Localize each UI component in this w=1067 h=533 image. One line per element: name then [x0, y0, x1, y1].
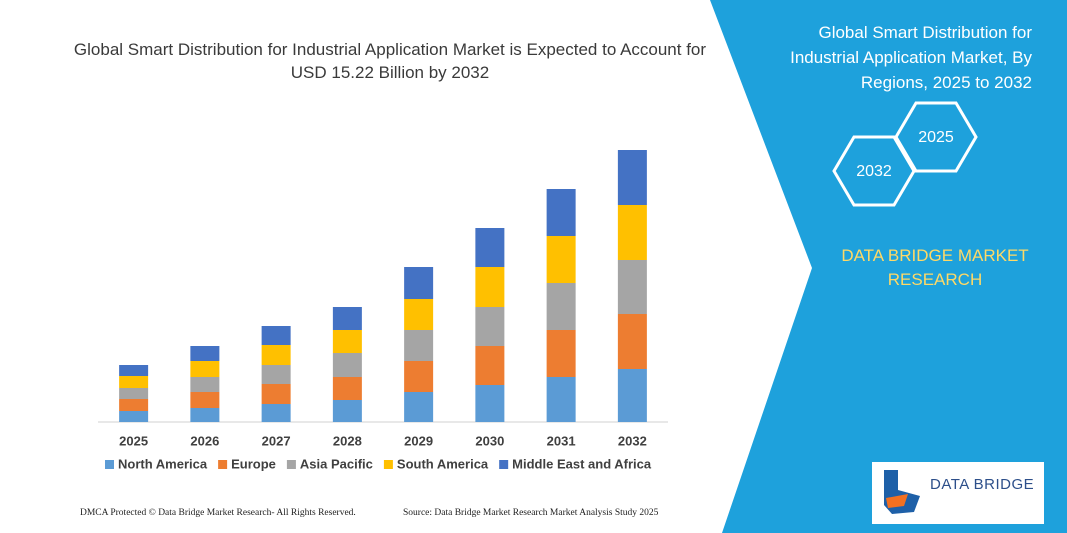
logo-mark-accent — [886, 494, 908, 508]
x-tick-label: 2032 — [618, 433, 647, 448]
footer-left: DMCA Protected © Data Bridge Market Rese… — [80, 508, 356, 518]
chart-title: Global Smart Distribution for Industrial… — [73, 40, 707, 82]
bar-segment — [617, 150, 647, 205]
x-tick-label: 2031 — [547, 433, 576, 448]
hexagons: 2032 2025 — [832, 101, 978, 207]
x-tick-label: 2026 — [190, 433, 219, 448]
hexagon — [832, 135, 916, 207]
bar-segment — [190, 408, 220, 422]
bar-segment — [119, 365, 149, 376]
legend-swatch — [383, 460, 393, 469]
legend-label: Asia Pacific — [300, 456, 373, 471]
bar-segment — [617, 314, 647, 369]
hexagon — [894, 101, 978, 173]
bar-segment — [404, 330, 434, 361]
bar-segment — [546, 330, 576, 377]
footer-right: Source: Data Bridge Market Research Mark… — [403, 508, 659, 518]
legend-label: North America — [118, 456, 208, 471]
bar-segment — [404, 392, 434, 422]
legend-swatch — [105, 460, 114, 469]
bar-segment — [617, 260, 647, 314]
hexagon-label: 2025 — [918, 129, 954, 146]
bar-segment — [617, 205, 647, 260]
bar-segment — [190, 346, 220, 361]
bar-segment — [475, 228, 505, 267]
hexagon-label: 2032 — [856, 163, 892, 180]
x-tick-label: 2028 — [333, 433, 362, 448]
bar-segment — [190, 377, 220, 392]
bar-segment — [332, 377, 362, 400]
brand-text: DATA BRIDGE MARKET RESEARCH — [841, 246, 1029, 289]
bar-segment — [546, 283, 576, 330]
bar-segment — [261, 326, 291, 345]
legend-label: South America — [397, 456, 489, 471]
bar-segment — [190, 361, 220, 377]
bar-segment — [119, 399, 149, 411]
panel-background — [710, 0, 1067, 533]
bar-segment — [546, 236, 576, 283]
x-tick-label: 2029 — [404, 433, 433, 448]
legend-swatch — [286, 460, 296, 469]
bar-segment — [261, 365, 291, 384]
bar-segment — [119, 388, 149, 399]
bar-segment — [332, 353, 362, 377]
bar-segment — [261, 384, 291, 404]
bar-segment — [119, 411, 149, 422]
bar-segment — [617, 369, 647, 422]
bar-segment — [190, 392, 220, 408]
bar-segment — [475, 267, 505, 307]
bar-segment — [261, 345, 291, 365]
bar-segment — [475, 346, 505, 385]
bar-segment — [332, 307, 362, 330]
bar-segment — [546, 189, 576, 236]
bar-segment — [404, 361, 434, 392]
x-tick-label: 2027 — [262, 433, 291, 448]
bar-segment — [332, 330, 362, 353]
x-tick-label: 2030 — [475, 433, 504, 448]
bar-segment — [261, 404, 291, 422]
bar-segment — [546, 377, 576, 422]
x-tick-label: 2025 — [119, 433, 148, 448]
logo-text: DATA BRIDGE — [930, 476, 1035, 493]
legend-swatch — [218, 460, 228, 469]
legend-label: Middle East and Africa — [512, 456, 652, 471]
bar-segment — [475, 307, 505, 346]
chart: 2025 2026 2027 2028 2029 2030 2031 2032 North Am… — [98, 150, 668, 471]
bar-segment — [404, 299, 434, 330]
panel-title: Global Smart Distribution for Industrial… — [790, 23, 1032, 92]
bar-segment — [332, 400, 362, 422]
bar-segment — [475, 385, 505, 422]
bar-segment — [404, 267, 434, 299]
bar-segment — [119, 376, 149, 388]
legend-label: Europe — [231, 456, 276, 471]
legend-swatch — [499, 460, 509, 469]
